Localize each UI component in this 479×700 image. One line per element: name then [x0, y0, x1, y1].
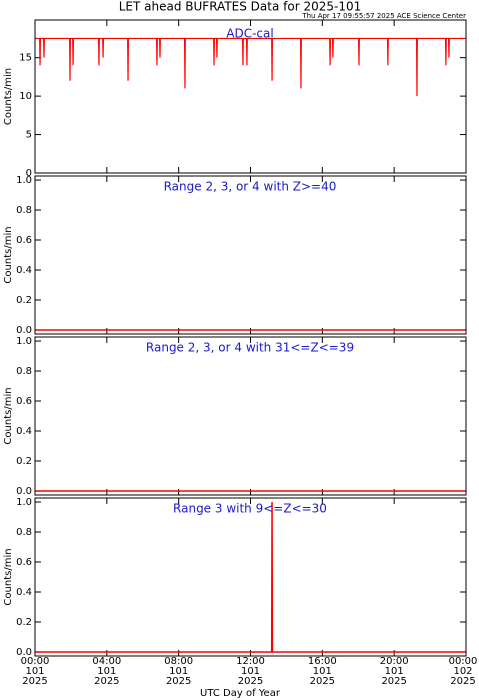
y-tick-label: 0.8 [16, 366, 32, 377]
panel-frame [34, 19, 467, 174]
x-tick-label: 04:00 [92, 656, 121, 667]
x-tick-day: 101 [313, 666, 332, 677]
panel-title: ADC-cal [226, 27, 273, 41]
y-tick-label: 0.2 [16, 456, 32, 467]
y-tick-label: 0.4 [16, 265, 32, 276]
y-axis-label: Counts/min [3, 387, 14, 444]
x-tick-day: 101 [169, 666, 188, 677]
y-tick-label: 0.4 [16, 587, 32, 598]
y-tick-label: 1.0 [16, 497, 32, 508]
y-tick-label: 0.8 [16, 205, 32, 216]
x-tick-day: 102 [453, 666, 472, 677]
x-tick-label: 20:00 [380, 656, 409, 667]
x-tick-label: 12:00 [236, 656, 265, 667]
data-line [35, 502, 466, 653]
y-tick-label: 0.2 [16, 617, 32, 628]
x-tick-year: 2025 [381, 676, 406, 687]
panel-title: Range 2, 3, or 4 with 31<=Z<=39 [146, 341, 354, 355]
y-tick-label: 0.6 [16, 396, 32, 407]
data-line [35, 37, 466, 97]
x-tick-day: 101 [241, 666, 260, 677]
panel-title: Range 3 with 9<=Z<=30 [173, 502, 327, 516]
x-axis-label: UTC Day of Year [200, 688, 281, 699]
y-tick-label: 0.0 [16, 486, 32, 497]
x-tick-year: 2025 [238, 676, 263, 687]
panel-title: Range 2, 3, or 4 with Z>=40 [164, 180, 337, 194]
x-tick-label: 16:00 [308, 656, 337, 667]
y-tick-label: 15 [19, 53, 32, 64]
y-tick-label: 0.8 [16, 527, 32, 538]
x-tick-year: 2025 [450, 676, 475, 687]
timestamp: Thu Apr 17 09:55:57 2025 ACE Science Cen… [301, 12, 466, 20]
y-tick-label: 0.2 [16, 295, 32, 306]
y-tick-label: 1.0 [16, 336, 32, 347]
x-tick-label: 00:00 [449, 656, 478, 667]
panel-frame [34, 497, 467, 657]
x-tick-label: 08:00 [164, 656, 193, 667]
x-tick-year: 2025 [22, 676, 47, 687]
y-axis-label: Counts/min [3, 226, 14, 283]
x-tick-day: 101 [97, 666, 116, 677]
x-tick-day: 101 [385, 666, 404, 677]
y-tick-label: 0.0 [16, 325, 32, 336]
panel-frame [34, 336, 467, 496]
x-tick-year: 2025 [310, 676, 335, 687]
y-tick-label: 0 [26, 168, 32, 179]
y-tick-label: 0.4 [16, 426, 32, 437]
y-tick-label: 1.0 [16, 175, 32, 186]
y-tick-label: 0.6 [16, 557, 32, 568]
panel-frame [34, 175, 467, 335]
x-tick-year: 2025 [166, 676, 191, 687]
x-tick-year: 2025 [94, 676, 119, 687]
y-tick-label: 0.6 [16, 235, 32, 246]
x-tick-label: 00:00 [21, 656, 50, 667]
y-axis-label: Counts/min [3, 68, 14, 125]
y-tick-label: 5 [26, 130, 32, 141]
y-axis-label: Counts/min [3, 548, 14, 605]
x-tick-day: 101 [25, 666, 44, 677]
chart-title: LET ahead BUFRATES Data for 2025-101 [119, 0, 361, 14]
y-tick-label: 0.0 [16, 647, 32, 658]
y-tick-label: 10 [19, 91, 32, 102]
